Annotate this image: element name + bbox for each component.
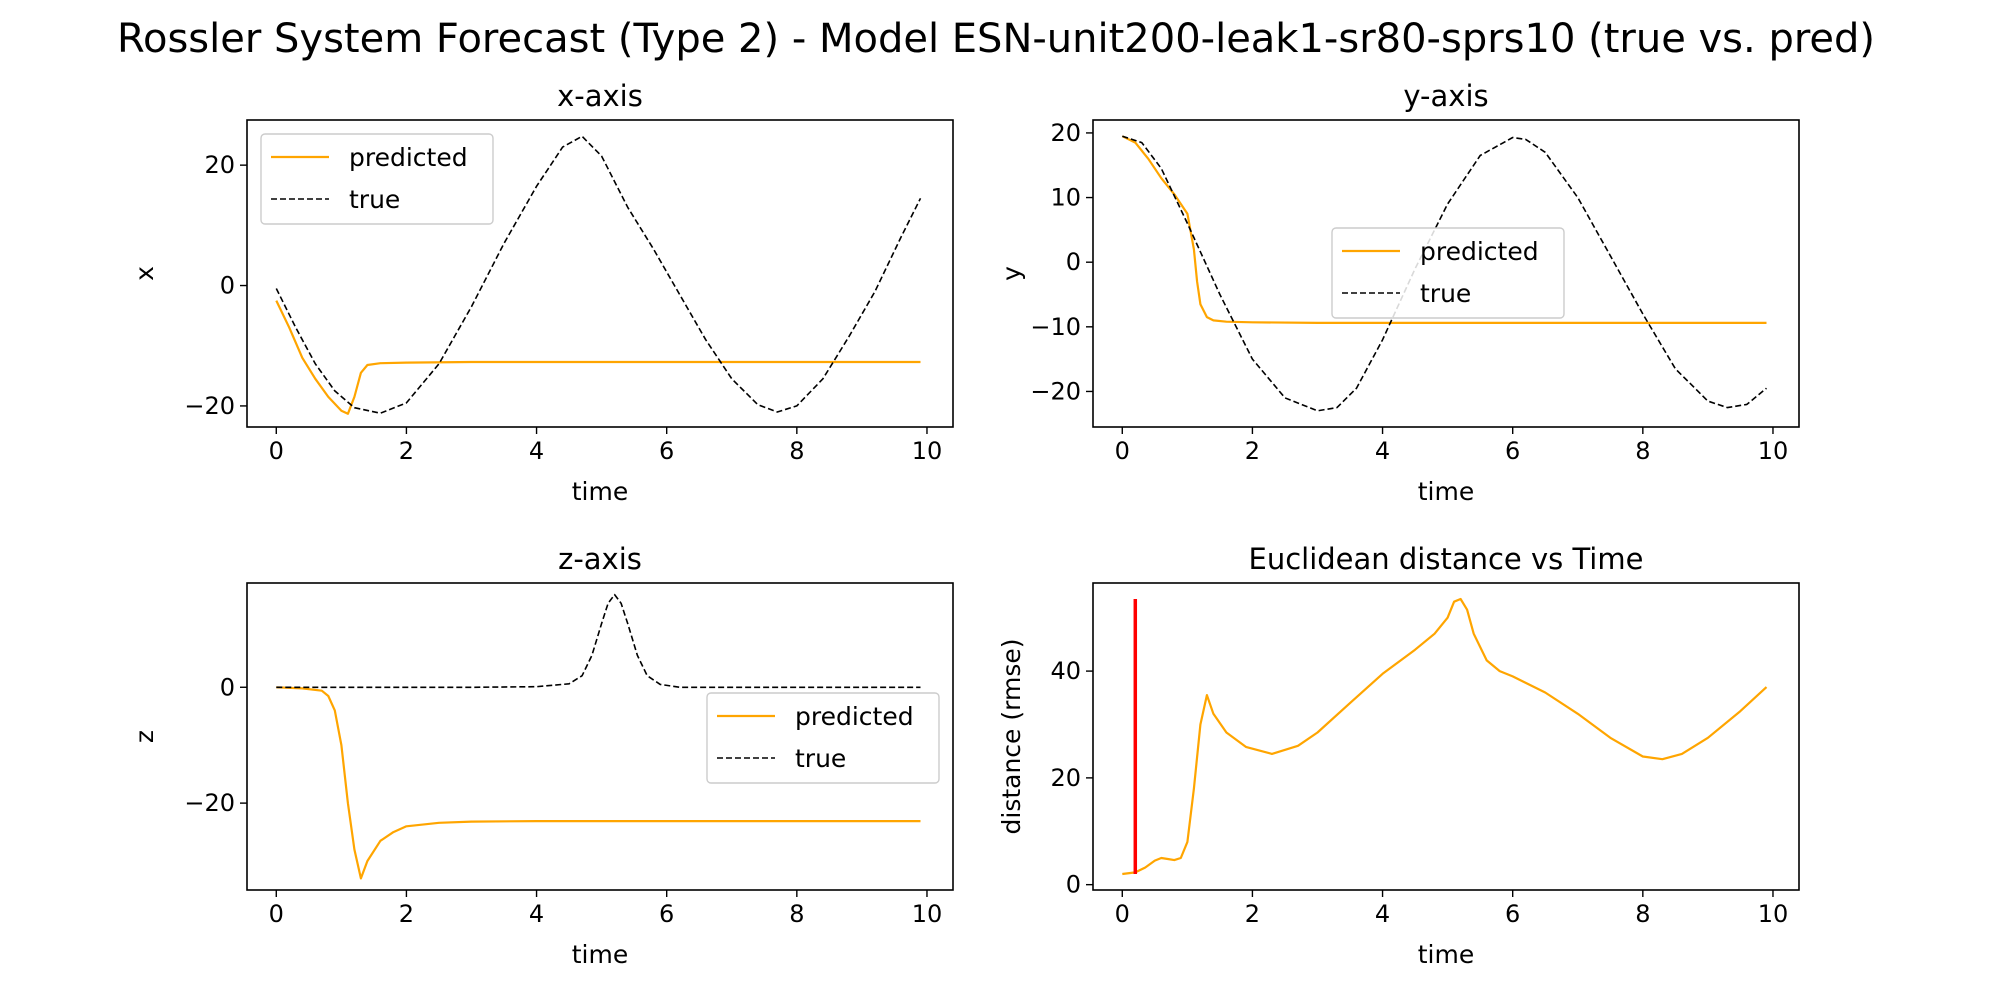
y-tick-label: 20 [1050,119,1081,147]
x-tick-label: 6 [1505,437,1520,465]
x-tick-label: 2 [1245,437,1260,465]
panel-z-axis: z-axis 0 2 4 6 8 10 −20 0 time z predicted true [130,542,954,969]
x-axis-label: time [1418,477,1474,506]
legend-label-predicted: predicted [1420,237,1539,266]
panel-title: Euclidean distance vs Time [1249,542,1644,576]
figure-title: Rossler System Forecast (Type 2) - Model… [117,16,1875,62]
y-axis-label: x [130,266,159,281]
panel-title: y-axis [1403,79,1488,113]
axes-frame [1092,582,1800,891]
y-tick-label: −20 [184,789,235,817]
y-tick-label: 40 [1050,657,1081,685]
x-tick-label: 6 [659,437,674,465]
x-tick-label: 10 [912,900,943,928]
x-tick-label: 4 [1375,437,1390,465]
x-tick-label: 2 [1245,900,1260,928]
y-tick-label: −20 [1030,377,1081,405]
x-axis-label: time [572,477,628,506]
y-tick-label: 20 [1050,764,1081,792]
x-tick-label: 4 [1375,900,1390,928]
legend: predicted true [706,692,940,784]
series-line-true [1122,135,1768,412]
y-axis-label: distance (rmse) [997,639,1026,835]
x-tick-label: 2 [399,437,414,465]
series-line-distance [1122,597,1768,876]
series-line-true [275,135,922,414]
series-line-predicted [275,300,921,415]
legend-label-predicted: predicted [795,702,914,731]
x-tick-label: 0 [1115,437,1130,465]
panel-x-axis: x-axis 0 2 4 6 8 10 −20 0 20 time x predicted true [130,79,954,506]
panel-euclidean-distance: Euclidean distance vs Time 0 2 4 6 8 10 0 20 40 ti… [997,542,1800,969]
series-line-predicted [1121,135,1767,324]
x-tick-label: 8 [1635,900,1650,928]
x-tick-label: 8 [1635,437,1650,465]
x-axis-label: time [572,940,628,969]
y-tick-label: 20 [204,151,235,179]
x-tick-label: 8 [789,900,804,928]
x-tick-label: 0 [269,900,284,928]
panel-y-axis: y-axis 0 2 4 6 8 10 −20 −10 0 10 20 time y predicted tr… [997,79,1800,506]
x-tick-label: 10 [1758,900,1789,928]
legend: predicted true [1331,227,1565,319]
x-tick-label: 2 [399,900,414,928]
legend: predicted true [260,133,494,225]
y-tick-label: 10 [1050,184,1081,212]
panel-title: x-axis [557,79,643,113]
legend-label-true: true [349,185,400,214]
x-tick-label: 0 [269,437,284,465]
x-tick-label: 4 [529,437,544,465]
legend-label-true: true [795,744,846,773]
x-tick-label: 10 [1758,437,1789,465]
y-tick-label: −20 [184,392,235,420]
axes-frame [1092,119,1800,428]
x-tick-label: 6 [1505,900,1520,928]
y-tick-label: −10 [1030,313,1081,341]
x-tick-label: 10 [912,437,943,465]
x-tick-label: 0 [1115,900,1130,928]
y-tick-label: 0 [220,673,235,701]
legend-label-predicted: predicted [349,143,468,172]
y-axis-label: z [130,730,159,743]
y-tick-label: 0 [1066,871,1081,899]
x-axis-label: time [1418,940,1474,969]
x-tick-label: 8 [789,437,804,465]
series-line-true [276,593,921,689]
y-tick-label: 0 [220,272,235,300]
x-tick-label: 6 [659,900,674,928]
y-tick-label: 0 [1066,248,1081,276]
y-axis-label: y [997,266,1026,281]
axes-frame [246,119,954,428]
panel-title: z-axis [558,542,642,576]
axes-frame [246,582,954,891]
legend-label-true: true [1420,279,1471,308]
series-line-predicted [276,686,921,880]
x-tick-label: 4 [529,900,544,928]
